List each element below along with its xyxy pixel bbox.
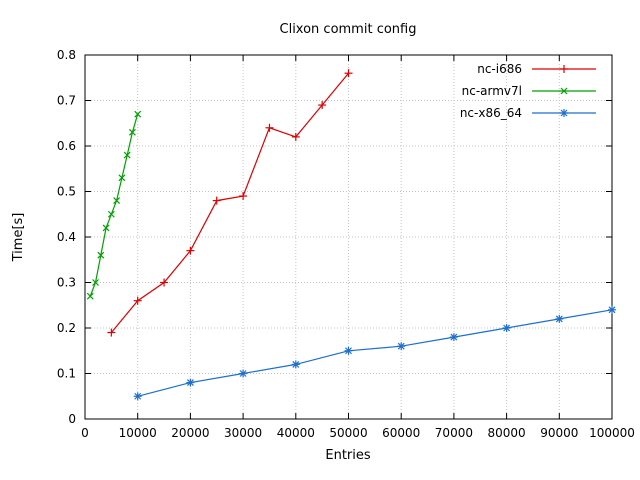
grid-layer	[84, 54, 613, 420]
legend-entry: nc-i686	[477, 62, 596, 76]
y-tick-label: 0.1	[57, 367, 76, 381]
cross-marker-icon	[102, 224, 110, 232]
cross-marker-icon	[134, 110, 142, 118]
series-line	[137, 309, 613, 397]
legend-label: nc-x86_64	[460, 106, 522, 120]
series-line	[110, 72, 349, 333]
cross-marker-icon	[118, 174, 126, 182]
star-marker-icon	[560, 109, 568, 117]
star-marker-icon	[239, 370, 247, 377]
series-nc-armv7l	[86, 110, 142, 300]
star-marker-icon	[186, 379, 194, 387]
y-tick-label: 0.7	[57, 94, 76, 108]
star-marker-icon	[450, 333, 458, 341]
series-nc-i686	[107, 69, 353, 337]
x-tick-label: 10000	[119, 426, 157, 440]
cross-marker-icon	[97, 251, 105, 259]
y-tick-label: 0.6	[57, 139, 76, 153]
x-tick-label: 60000	[382, 426, 420, 440]
y-tick-label: 0.4	[57, 230, 76, 244]
cross-marker-icon	[129, 128, 136, 136]
cross-marker-icon	[86, 292, 94, 300]
series-line	[89, 113, 139, 297]
star-marker-icon	[555, 315, 563, 323]
y-axis-label: Time[s]	[11, 213, 26, 263]
cross-marker-icon	[113, 197, 121, 205]
star-marker-icon	[608, 306, 616, 314]
series-nc-x86_64	[133, 305, 616, 401]
y-tick-label: 0.5	[57, 185, 76, 199]
axes-layer: 0 10000 20000 30000 40000 50000 60000 70000 8000…	[57, 48, 635, 440]
x-axis-label: Entries	[325, 448, 371, 463]
legend-layer: nc-i686 nc-armv7l nc-x86_64	[460, 62, 596, 120]
plot-border	[84, 54, 613, 420]
x-tick-label: 0	[81, 426, 89, 440]
x-tick-label: 90000	[540, 426, 578, 440]
x-tick-label: 50000	[329, 426, 367, 440]
series-layer	[86, 69, 616, 401]
x-tick-label: 80000	[488, 426, 526, 440]
star-marker-icon	[134, 392, 142, 400]
cross-marker-icon	[560, 87, 568, 95]
x-tick-label: 20000	[171, 426, 209, 440]
star-marker-icon	[292, 360, 300, 368]
legend-entry: nc-armv7l	[462, 84, 596, 98]
x-tick-label: 70000	[435, 426, 473, 440]
y-tick-label: 0.2	[57, 321, 76, 335]
legend-entry: nc-x86_64	[460, 106, 596, 120]
cross-marker-icon	[92, 279, 99, 286]
x-tick-label: 40000	[277, 426, 315, 440]
cross-marker-icon	[107, 210, 115, 218]
star-marker-icon	[397, 342, 405, 350]
x-tick-label: 30000	[224, 426, 262, 440]
y-tick-label: 0.3	[57, 276, 76, 290]
y-tick-label: 0	[68, 412, 76, 426]
x-tick-label: 100000	[589, 426, 635, 440]
star-marker-icon	[345, 347, 352, 355]
cross-marker-icon	[123, 151, 131, 159]
star-marker-icon	[503, 324, 511, 332]
legend-label: nc-i686	[477, 62, 522, 76]
chart-title: Clixon commit config	[280, 22, 417, 37]
y-tick-label: 0.8	[57, 48, 76, 62]
legend-label: nc-armv7l	[462, 84, 522, 98]
